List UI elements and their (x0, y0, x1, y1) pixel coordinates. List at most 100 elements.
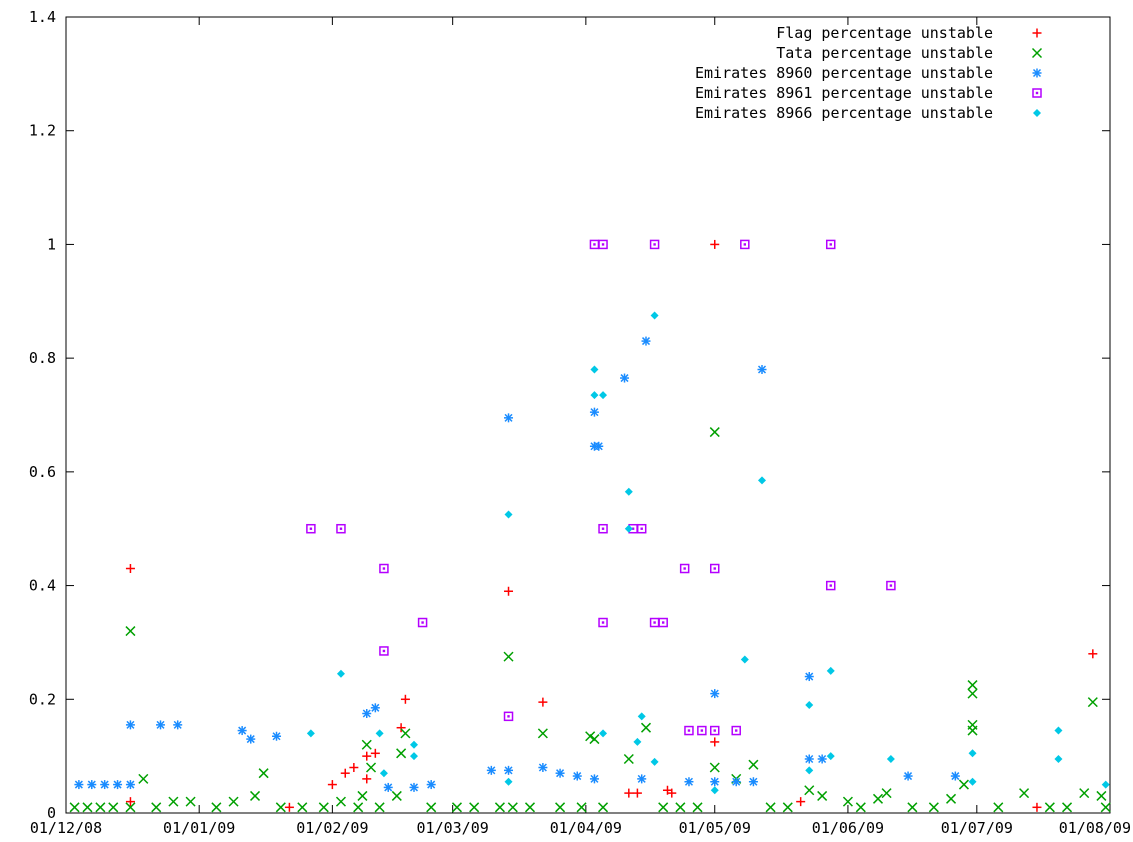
data-point (370, 703, 380, 713)
data-point (886, 580, 896, 591)
y-tick-label: 1.4 (29, 8, 56, 26)
x-tick-label: 01/04/09 (550, 819, 622, 837)
data-point (340, 768, 350, 778)
data-point (855, 802, 866, 813)
data-point (589, 239, 600, 250)
data-point (258, 768, 269, 779)
data-point (658, 802, 669, 813)
data-point (379, 563, 389, 574)
data-point (993, 802, 1004, 813)
data-point (417, 617, 428, 628)
data-point (679, 563, 690, 574)
data-point (361, 739, 372, 750)
data-point (410, 740, 418, 749)
data-point (410, 752, 418, 761)
data-point (623, 753, 634, 765)
data-point (275, 802, 286, 813)
data-point (632, 788, 642, 798)
data-point (796, 797, 806, 807)
data-point (740, 655, 749, 664)
data-point (297, 802, 308, 813)
data-point (327, 780, 337, 790)
data-point (1032, 802, 1042, 812)
data-point (650, 311, 659, 320)
data-point (817, 754, 827, 764)
data-point (748, 759, 759, 770)
data-point (383, 782, 393, 792)
data-point (125, 797, 135, 807)
data-point (804, 672, 814, 682)
data-point (598, 617, 608, 628)
data-point (524, 802, 536, 813)
data-point (968, 777, 977, 786)
data-point (318, 802, 329, 813)
x-tick-label: 01/08/09 (1059, 819, 1131, 837)
data-point (211, 802, 222, 813)
data-point (1044, 802, 1055, 813)
data-point (353, 802, 364, 813)
data-point (825, 580, 836, 591)
data-point (825, 239, 836, 250)
data-point (125, 780, 135, 790)
data-point (138, 773, 149, 784)
series-2 (74, 336, 960, 792)
data-point (928, 802, 939, 813)
data-point (740, 239, 750, 250)
data-point (396, 748, 407, 759)
data-point (1087, 697, 1098, 708)
data-point (804, 785, 815, 796)
data-point (731, 777, 741, 787)
data-point (409, 782, 419, 792)
data-point (375, 729, 384, 738)
data-point (504, 510, 513, 519)
data-point (585, 731, 596, 742)
y-tick-label: 0.4 (29, 577, 56, 595)
data-point (272, 731, 282, 741)
data-point (881, 788, 892, 799)
data-point (396, 723, 406, 733)
data-points (69, 239, 1111, 813)
data-point (636, 523, 647, 534)
data-point (538, 763, 548, 773)
data-point (151, 802, 162, 813)
data-point (709, 725, 720, 736)
data-point (968, 749, 977, 758)
data-point (589, 407, 599, 417)
series-3 (306, 239, 896, 736)
legend-marker (1032, 28, 1042, 38)
data-point (1088, 649, 1098, 659)
legend-label: Emirates 8961 percentage unstable (695, 84, 993, 102)
data-point (872, 793, 884, 804)
data-point (504, 765, 514, 775)
data-point (710, 239, 720, 249)
data-point (1096, 790, 1107, 801)
data-point (370, 748, 380, 758)
x-tick-label: 01/06/09 (812, 819, 884, 837)
series-4 (306, 311, 1110, 795)
data-point (400, 694, 410, 704)
data-point (87, 780, 97, 790)
data-point (967, 680, 978, 691)
data-point (379, 646, 389, 656)
data-point (507, 802, 518, 813)
data-point (185, 796, 196, 807)
x-tick-label: 01/05/09 (679, 819, 751, 837)
data-point (710, 777, 720, 787)
data-point (246, 734, 256, 744)
data-point (624, 487, 633, 496)
data-point (731, 725, 741, 736)
data-point (504, 413, 514, 423)
data-point (589, 774, 599, 784)
legend: Flag percentage unstable Tata percentage … (695, 24, 1043, 122)
data-point (469, 802, 480, 813)
data-point (306, 523, 316, 534)
data-point (113, 780, 123, 790)
data-point (637, 712, 646, 721)
data-point (710, 689, 720, 699)
data-point (504, 777, 513, 786)
data-point (503, 651, 514, 662)
data-point (624, 524, 633, 533)
legend-marker (1033, 109, 1041, 117)
data-point (426, 802, 437, 813)
